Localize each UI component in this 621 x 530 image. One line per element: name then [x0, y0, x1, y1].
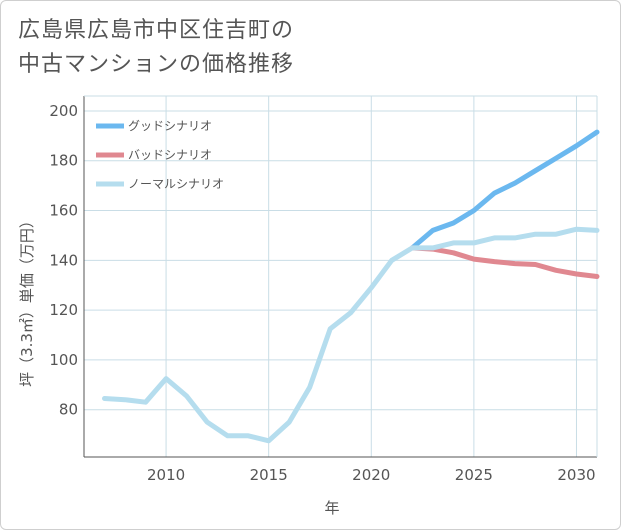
y-tick-label: 180: [49, 152, 78, 170]
x-tick-label: 2025: [455, 466, 493, 484]
grid-lines: [84, 96, 597, 457]
series-lines: [102, 129, 600, 444]
chart-title-line1: 広島県広島市中区住吉町の: [18, 18, 295, 43]
x-tick-label: 2010: [147, 466, 185, 484]
series-line-bad: [409, 245, 600, 279]
y-tick-labels: 80 100 120 140 160 180 200: [49, 102, 78, 419]
y-tick-label: 80: [59, 401, 78, 419]
legend-label-bad: バッドシナリオ: [128, 148, 212, 162]
y-tick-label: 120: [49, 301, 78, 319]
series-line-normal: [102, 226, 600, 444]
y-tick-label: 160: [49, 202, 78, 220]
series-line-good: [409, 129, 600, 251]
x-tick-label: 2020: [352, 466, 390, 484]
y-tick-label: 200: [49, 102, 78, 120]
legend-label-normal: ノーマルシナリオ: [128, 177, 224, 191]
chart-title: 広島県広島市中区住吉町の 中古マンションの価格推移: [18, 14, 578, 82]
x-tick-label: 2030: [557, 466, 595, 484]
y-axis-label: 坪（3.3㎡）単価（万円）: [18, 213, 36, 387]
x-tick-label: 2015: [250, 466, 288, 484]
chart-title-line2: 中古マンションの価格推移: [18, 52, 295, 77]
legend-label-good: グッドシナリオ: [128, 119, 212, 133]
axes: [83, 95, 598, 458]
x-axis-label: 年: [324, 499, 339, 517]
x-tick-labels: 2010 2015 2020 2025 2030: [147, 466, 596, 484]
y-tick-label: 100: [49, 351, 78, 369]
y-tick-label: 140: [49, 251, 78, 269]
